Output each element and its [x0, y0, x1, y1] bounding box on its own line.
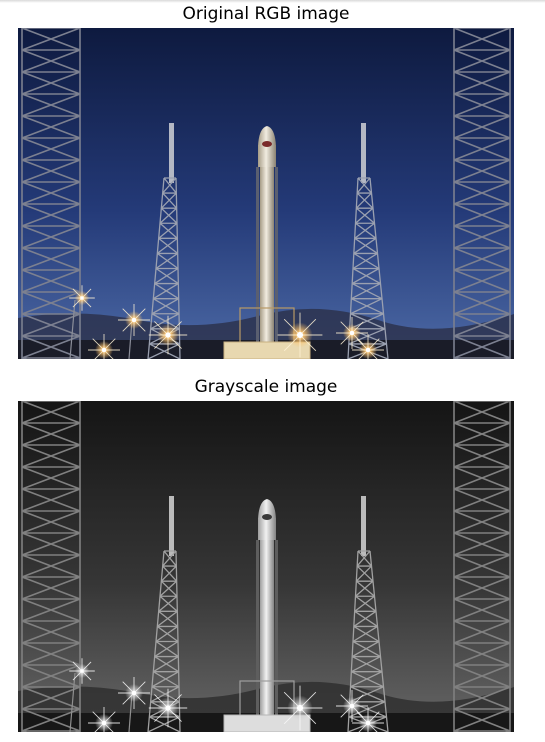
- rocket-scene-color: [18, 28, 514, 359]
- original-rgb-image: [18, 28, 514, 359]
- grayscale-image: [18, 401, 514, 732]
- rocket-scene-grayscale: [18, 401, 514, 732]
- panel-title-original: Original RGB image: [182, 4, 350, 24]
- panel-title-grayscale: Grayscale image: [194, 377, 338, 397]
- window-top-edge: [0, 0, 545, 3]
